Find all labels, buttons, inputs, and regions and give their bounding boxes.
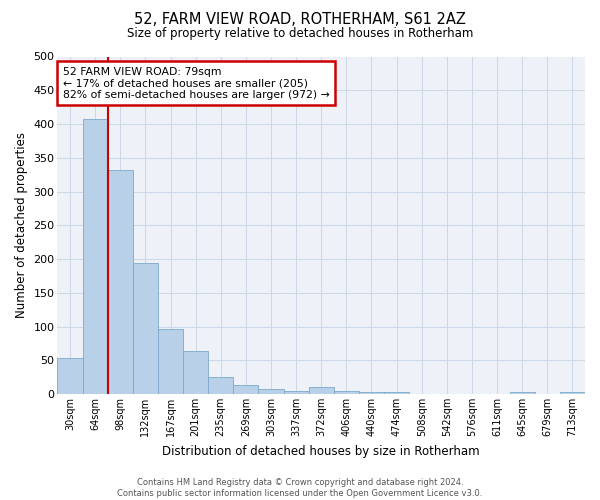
Bar — [208, 377, 233, 394]
Bar — [334, 390, 359, 394]
Text: 52 FARM VIEW ROAD: 79sqm
← 17% of detached houses are smaller (205)
82% of semi-: 52 FARM VIEW ROAD: 79sqm ← 17% of detach… — [63, 66, 329, 100]
Bar — [183, 352, 208, 394]
Text: 52, FARM VIEW ROAD, ROTHERHAM, S61 2AZ: 52, FARM VIEW ROAD, ROTHERHAM, S61 2AZ — [134, 12, 466, 28]
Bar — [108, 170, 133, 394]
Bar — [233, 384, 259, 394]
Bar — [359, 392, 384, 394]
Bar — [509, 392, 535, 394]
Y-axis label: Number of detached properties: Number of detached properties — [15, 132, 28, 318]
Text: Contains HM Land Registry data © Crown copyright and database right 2024.
Contai: Contains HM Land Registry data © Crown c… — [118, 478, 482, 498]
Bar — [560, 392, 585, 394]
Bar — [259, 390, 284, 394]
Bar — [158, 328, 183, 394]
Bar — [133, 263, 158, 394]
Text: Size of property relative to detached houses in Rotherham: Size of property relative to detached ho… — [127, 28, 473, 40]
Bar — [384, 392, 409, 394]
Bar — [308, 388, 334, 394]
Bar — [284, 392, 308, 394]
Bar — [58, 358, 83, 394]
Bar — [83, 120, 108, 394]
X-axis label: Distribution of detached houses by size in Rotherham: Distribution of detached houses by size … — [163, 444, 480, 458]
